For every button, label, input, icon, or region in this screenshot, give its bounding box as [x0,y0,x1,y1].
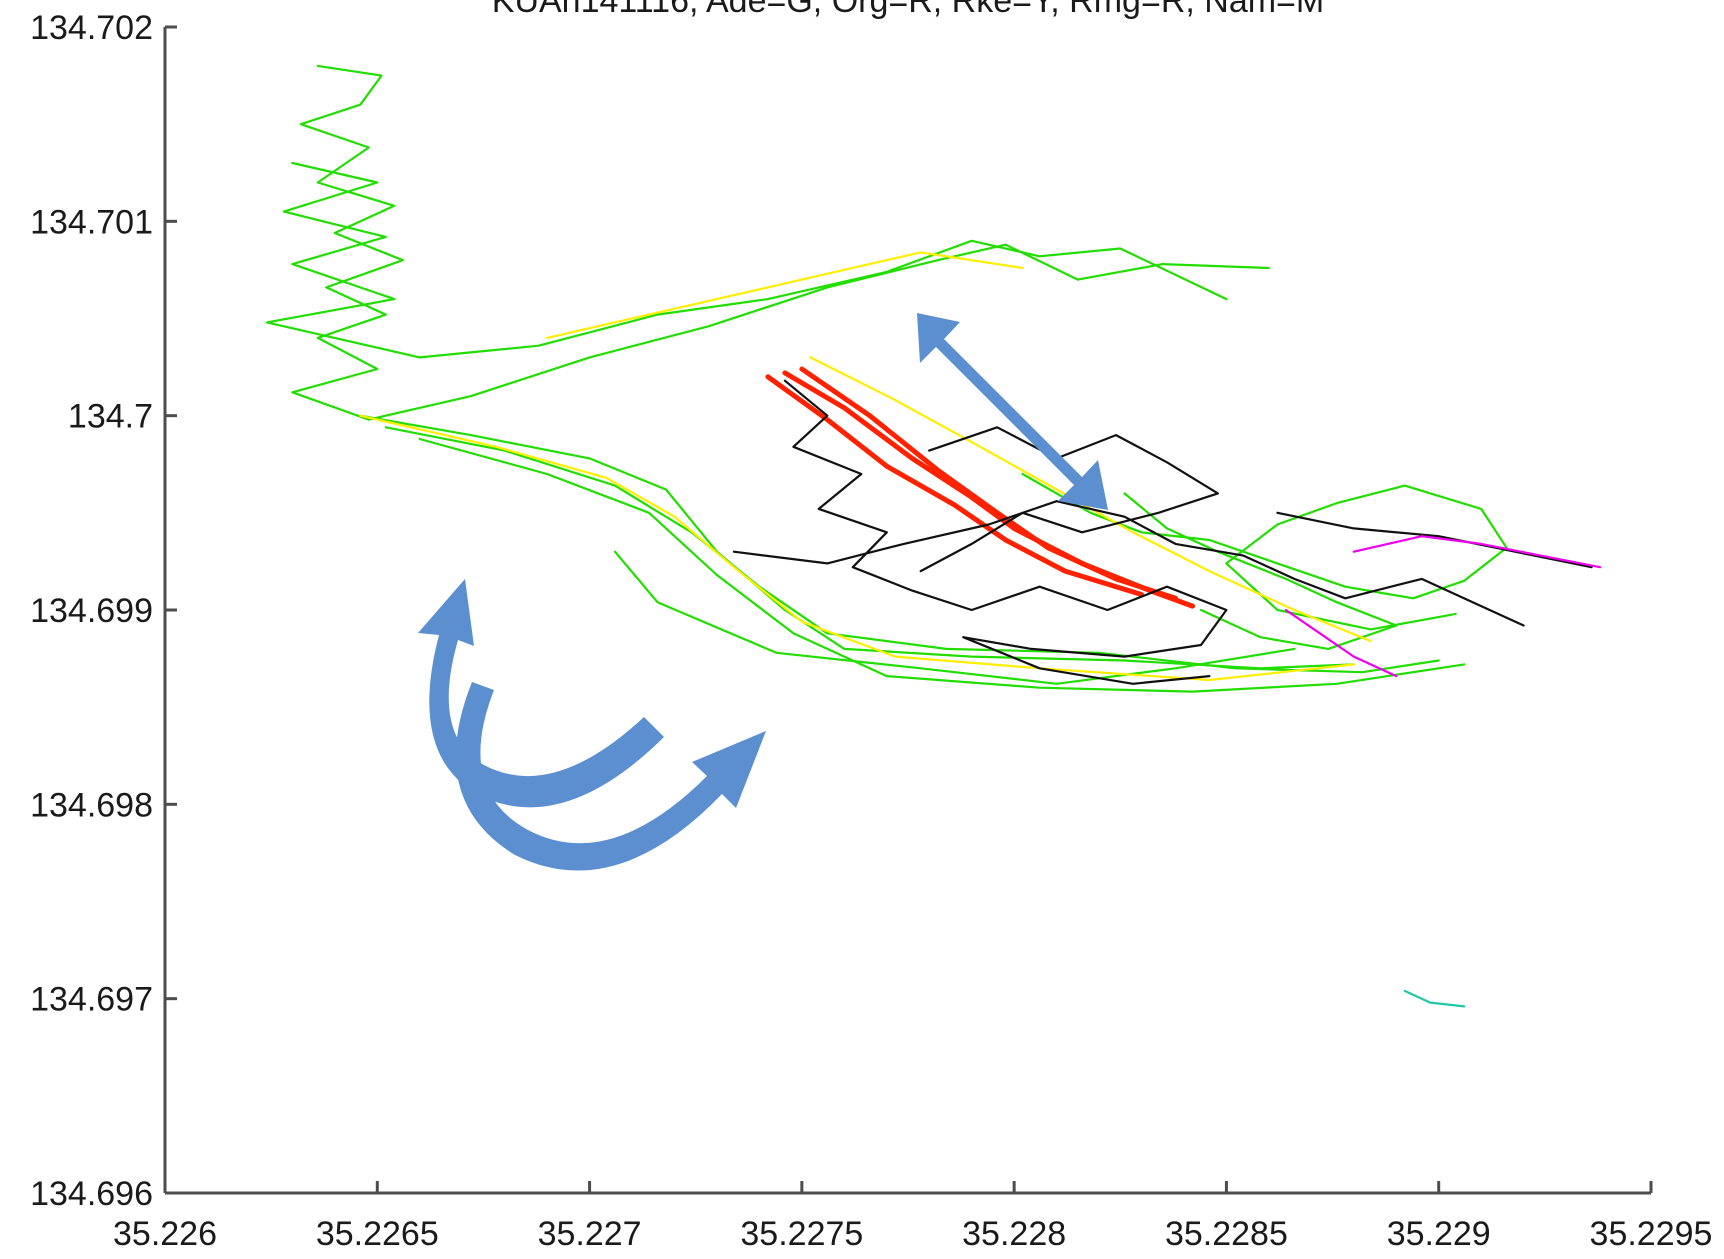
track-other [1403,989,1466,1008]
track-nam [1284,608,1398,678]
y-tick-label: 134.697 [30,981,153,1019]
track-ade [613,550,1296,685]
y-tick-label: 134.701 [30,203,153,241]
track-rmg [1276,511,1593,569]
x-tick-label: 35.229 [1387,1215,1491,1253]
x-tick-label: 35.227 [538,1215,642,1253]
x-tick-label: 35.228 [962,1215,1066,1253]
track-nam [1352,535,1602,569]
x-tick-label: 35.2295 [1590,1215,1713,1253]
track-ade [1123,492,1398,651]
series-nam [1284,535,1602,678]
track-rke [545,251,1024,339]
track-ade [384,426,1440,674]
track-org [799,366,1178,601]
track-rke [359,414,1355,682]
x-ticks: 35.226 35.2265 35.227 35.2275 35.228 35.2285 3… [113,1181,1712,1253]
track-org [782,370,1195,609]
x-tick-label: 35.2265 [316,1215,439,1253]
x-tick-label: 35.2285 [1165,1215,1288,1253]
track-org [765,374,1144,597]
series-rmg [732,379,1593,685]
y-tick-label: 134.7 [68,398,153,436]
y-tick-label: 134.702 [30,9,153,47]
series-org [765,366,1195,609]
chart-title: KUAn141116, Ade=G, Org=R, Rke=Y, Rmg=R, … [492,0,1324,20]
curved-arrow-annotation-left [418,579,664,808]
track-rmg [919,426,1220,573]
x-tick-label: 35.2275 [740,1215,863,1253]
curved-arrow-annotation-right [455,682,766,871]
y-ticks: 134.696 134.697 134.698 134.699 134.7 134.701… [30,9,177,1213]
track-ade [265,161,1228,359]
track-ade [418,437,1466,693]
double-arrow-annotation [917,313,1108,510]
series-rke [359,251,1372,682]
axes: 134.696 134.697 134.698 134.699 134.7 134.701… [30,9,1712,1253]
track-rmg [783,379,1228,685]
series-other [1403,989,1466,1008]
track-ade [359,414,1355,670]
tracks-layer [265,64,1602,1008]
track-ade [291,64,1271,421]
x-tick-label: 35.226 [113,1215,217,1253]
y-tick-label: 134.699 [30,592,153,630]
track-rmg [732,500,1525,627]
y-tick-label: 134.696 [30,1175,153,1213]
y-tick-label: 134.698 [30,786,153,824]
annotations-layer [418,313,1108,871]
